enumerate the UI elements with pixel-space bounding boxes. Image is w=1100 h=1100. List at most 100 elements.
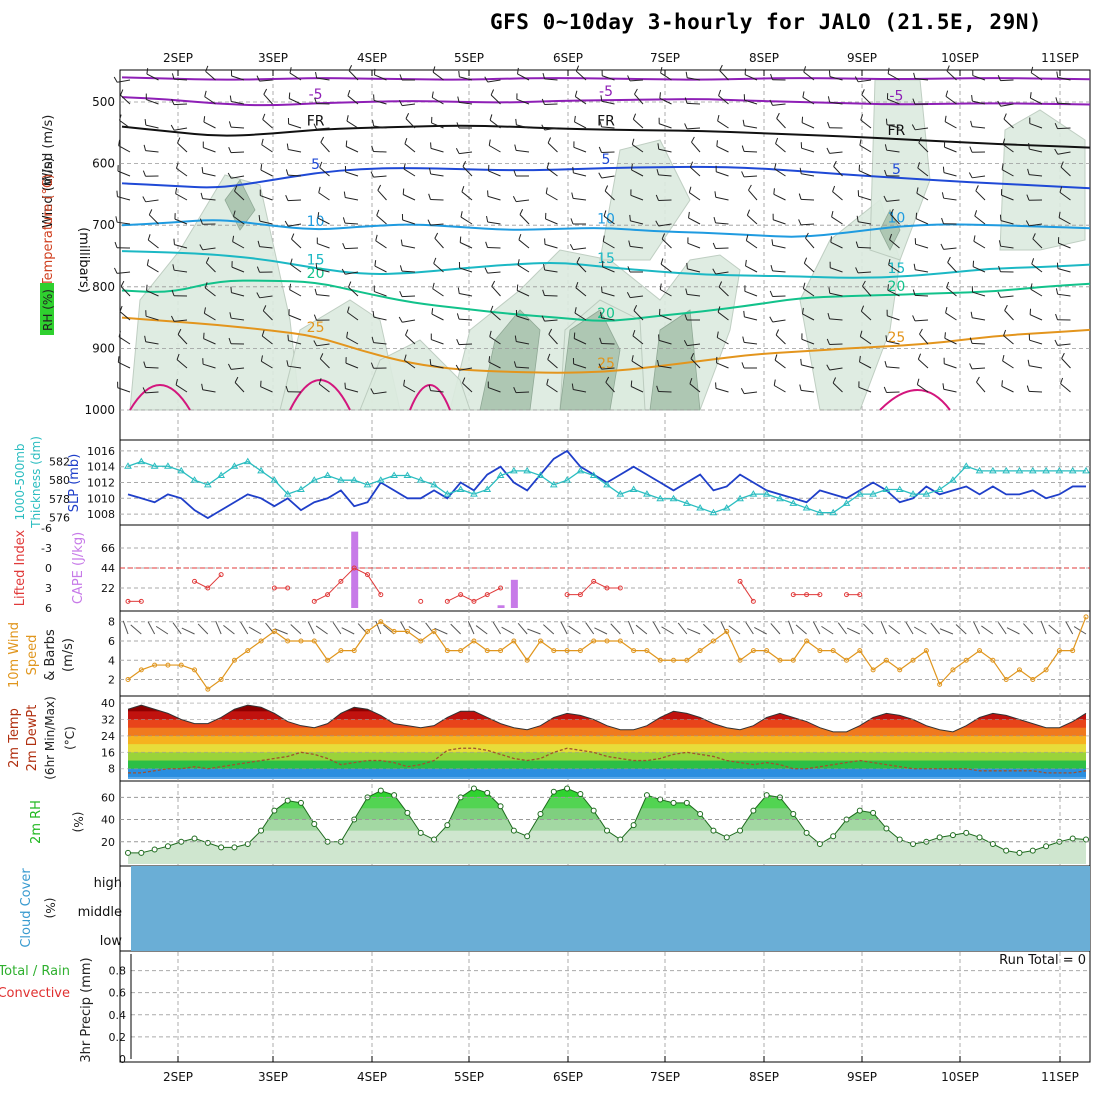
wind-barb-icon — [575, 281, 579, 288]
wind-barb-icon — [831, 210, 834, 218]
pressure-tick-label: 600 — [92, 157, 115, 171]
wind-barb-icon — [202, 363, 216, 369]
rh-marker — [564, 785, 571, 792]
wind-barb-icon — [1057, 77, 1071, 81]
wind-barb-icon — [345, 271, 359, 275]
wind-speed-marker — [963, 657, 969, 663]
rh-marker — [1029, 847, 1036, 854]
wind-barb-icon — [770, 73, 773, 80]
thickness-marker — [470, 490, 478, 497]
wind-barb-icon — [430, 173, 444, 177]
date-label-bottom: 4SEP — [357, 1070, 387, 1084]
wind-barb-icon — [490, 94, 501, 105]
temp-line — [127, 704, 1087, 733]
wind-barb-icon — [943, 388, 957, 393]
temp-label-4: (°C) — [63, 726, 77, 750]
wind-barb-icon — [174, 218, 188, 225]
wind-barb-icon — [568, 625, 581, 635]
wind-barb-icon — [886, 149, 900, 153]
wind-barb-icon — [887, 67, 890, 74]
wind-barb-icon — [631, 138, 635, 145]
wind-barb-icon — [487, 221, 501, 225]
wind-barb-icon — [490, 305, 494, 312]
wind-barb-icon — [602, 266, 615, 273]
wind-barb-icon — [175, 193, 188, 201]
wind-barb-icon — [175, 187, 178, 194]
wind-barb-icon — [262, 119, 273, 129]
wind-barb-icon — [942, 166, 945, 173]
wind-barb-icon — [830, 267, 843, 273]
wind-barb-icon — [627, 266, 631, 273]
wind-barb-icon — [741, 171, 745, 178]
wind-barb-icon — [345, 140, 348, 147]
wind-barb-icon — [517, 290, 530, 297]
rh-marker — [949, 832, 956, 839]
wind-speed-marker — [657, 657, 663, 663]
wind-speed-marker — [990, 657, 996, 663]
wind-barb-icon — [204, 282, 208, 289]
wind-barb-icon — [772, 103, 786, 106]
wind-barb-icon — [342, 217, 346, 224]
wind-barb-icon — [858, 79, 872, 83]
li-line — [739, 581, 754, 602]
wind-barb-icon — [1060, 166, 1071, 177]
wind-barb-icon — [973, 235, 976, 242]
wind-speed-marker — [631, 648, 637, 654]
wind-barb-icon — [370, 171, 375, 178]
wind-barb-icon — [120, 89, 124, 96]
wind-barb-icon — [231, 292, 245, 297]
wind-speed-marker — [697, 648, 703, 654]
wind-barb-icon — [769, 99, 774, 106]
wind-barb-icon — [629, 214, 631, 221]
wind-barb-icon — [1029, 148, 1043, 153]
rh-marker — [497, 803, 504, 810]
wind-barb-icon — [545, 187, 548, 194]
wind-barb-icon — [114, 241, 118, 248]
date-label-top: 4SEP — [357, 51, 387, 65]
wind-barb-icon — [631, 355, 634, 362]
wind-barb-icon — [1003, 329, 1007, 336]
wind-barb-icon — [631, 360, 644, 369]
wind-barb-icon — [630, 220, 644, 225]
wind-barb-icon — [947, 256, 951, 263]
wind-barb-icon — [745, 234, 749, 241]
wind-barb-icon — [999, 214, 1002, 221]
rh-marker — [297, 799, 304, 806]
wind-barb-icon — [788, 620, 794, 635]
rh-marker — [737, 827, 744, 834]
thickness-marker — [882, 485, 891, 492]
wind-barb-icon — [683, 340, 688, 346]
wind-barb-icon — [203, 338, 216, 345]
wind-barb-icon — [231, 367, 245, 370]
wind-barb-icon — [544, 269, 558, 273]
thickness-marker — [523, 466, 532, 474]
wind-barb-icon — [541, 315, 546, 322]
wind-barb-icon — [981, 625, 994, 635]
wind-barb-icon — [573, 247, 587, 251]
rh-marker — [670, 799, 677, 806]
wind-barb-icon — [462, 161, 467, 167]
li-marker — [577, 592, 583, 598]
wind-barb-icon — [972, 317, 986, 321]
wind10m-label-1: 10m Wind — [7, 622, 22, 688]
wind-speed-marker — [577, 648, 583, 654]
wind-speed-marker — [591, 638, 597, 644]
wind-barb-icon — [633, 305, 638, 311]
wind-barb-icon — [972, 266, 986, 273]
wind-barb-icon — [728, 625, 741, 635]
wind-barb-icon — [430, 223, 444, 226]
wind-barb-icon — [687, 628, 701, 635]
wind-barb-icon — [832, 377, 837, 384]
isotherm-label: FR — [307, 114, 325, 130]
wind-speed-marker — [1003, 677, 1009, 683]
wind-barb-icon — [911, 124, 916, 131]
wind-barb-icon — [261, 360, 273, 369]
wind-barb-icon — [746, 209, 751, 216]
wind-barb-icon — [798, 193, 802, 200]
isotherm-label: 5 — [602, 152, 611, 168]
li-marker — [817, 592, 823, 598]
wind-barb-icon — [155, 625, 169, 635]
panel-precip — [119, 950, 1091, 1063]
rh-shading — [599, 139, 691, 261]
wind-barb-icon — [604, 185, 609, 192]
